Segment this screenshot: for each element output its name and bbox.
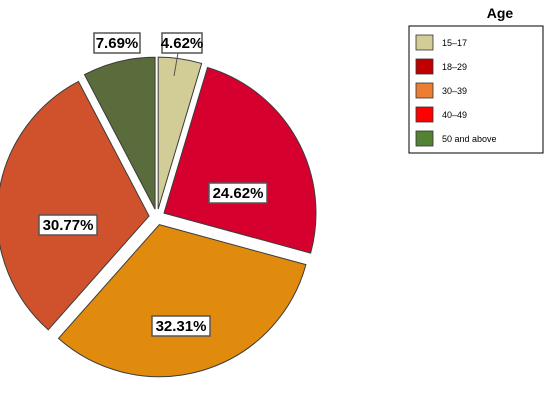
slice-label-box-5 [93,32,141,54]
legend-label-5: 50 and above [442,134,497,144]
slice-label-5: 7.69% [96,35,139,52]
legend-items: 15–17 18–29 30–39 40–49 50 and above [415,34,497,147]
legend-swatch-5 [415,130,434,147]
slice-labels: 4.62% 24.62% 32.31% 30.77% 7.69% [38,32,268,337]
legend-swatch-1 [415,34,434,51]
pie-slice-5 [83,56,156,210]
pie-slices [0,56,317,378]
legend-label-1: 15–17 [442,38,467,48]
slice-label-3: 32.31% [156,318,207,335]
legend-swatch-4 [415,106,434,123]
slice-label-box-2 [208,182,268,204]
pie-slice-1 [157,56,203,210]
slice-label-box-3 [151,315,211,337]
pie-slice-3 [57,224,307,378]
legend-label-2: 18–29 [442,62,467,72]
legend-label-3: 30–39 [442,86,467,96]
leader-line-1 [173,52,179,77]
slice-label-box-4 [38,214,98,236]
legend: Age 15–17 18–29 30–39 40–49 50 and above [408,5,544,154]
pie-slice-2 [163,66,317,254]
legend-swatch-3 [415,82,434,99]
slice-label-2: 24.62% [213,185,264,202]
legend-swatch-2 [415,58,434,75]
legend-label-4: 40–49 [442,110,467,120]
pie-slice-4 [0,80,150,331]
slice-label-box-1 [161,32,203,54]
slice-label-1: 4.62% [161,35,204,52]
slice-label-4: 30.77% [43,217,94,234]
legend-title: Age [487,5,514,21]
